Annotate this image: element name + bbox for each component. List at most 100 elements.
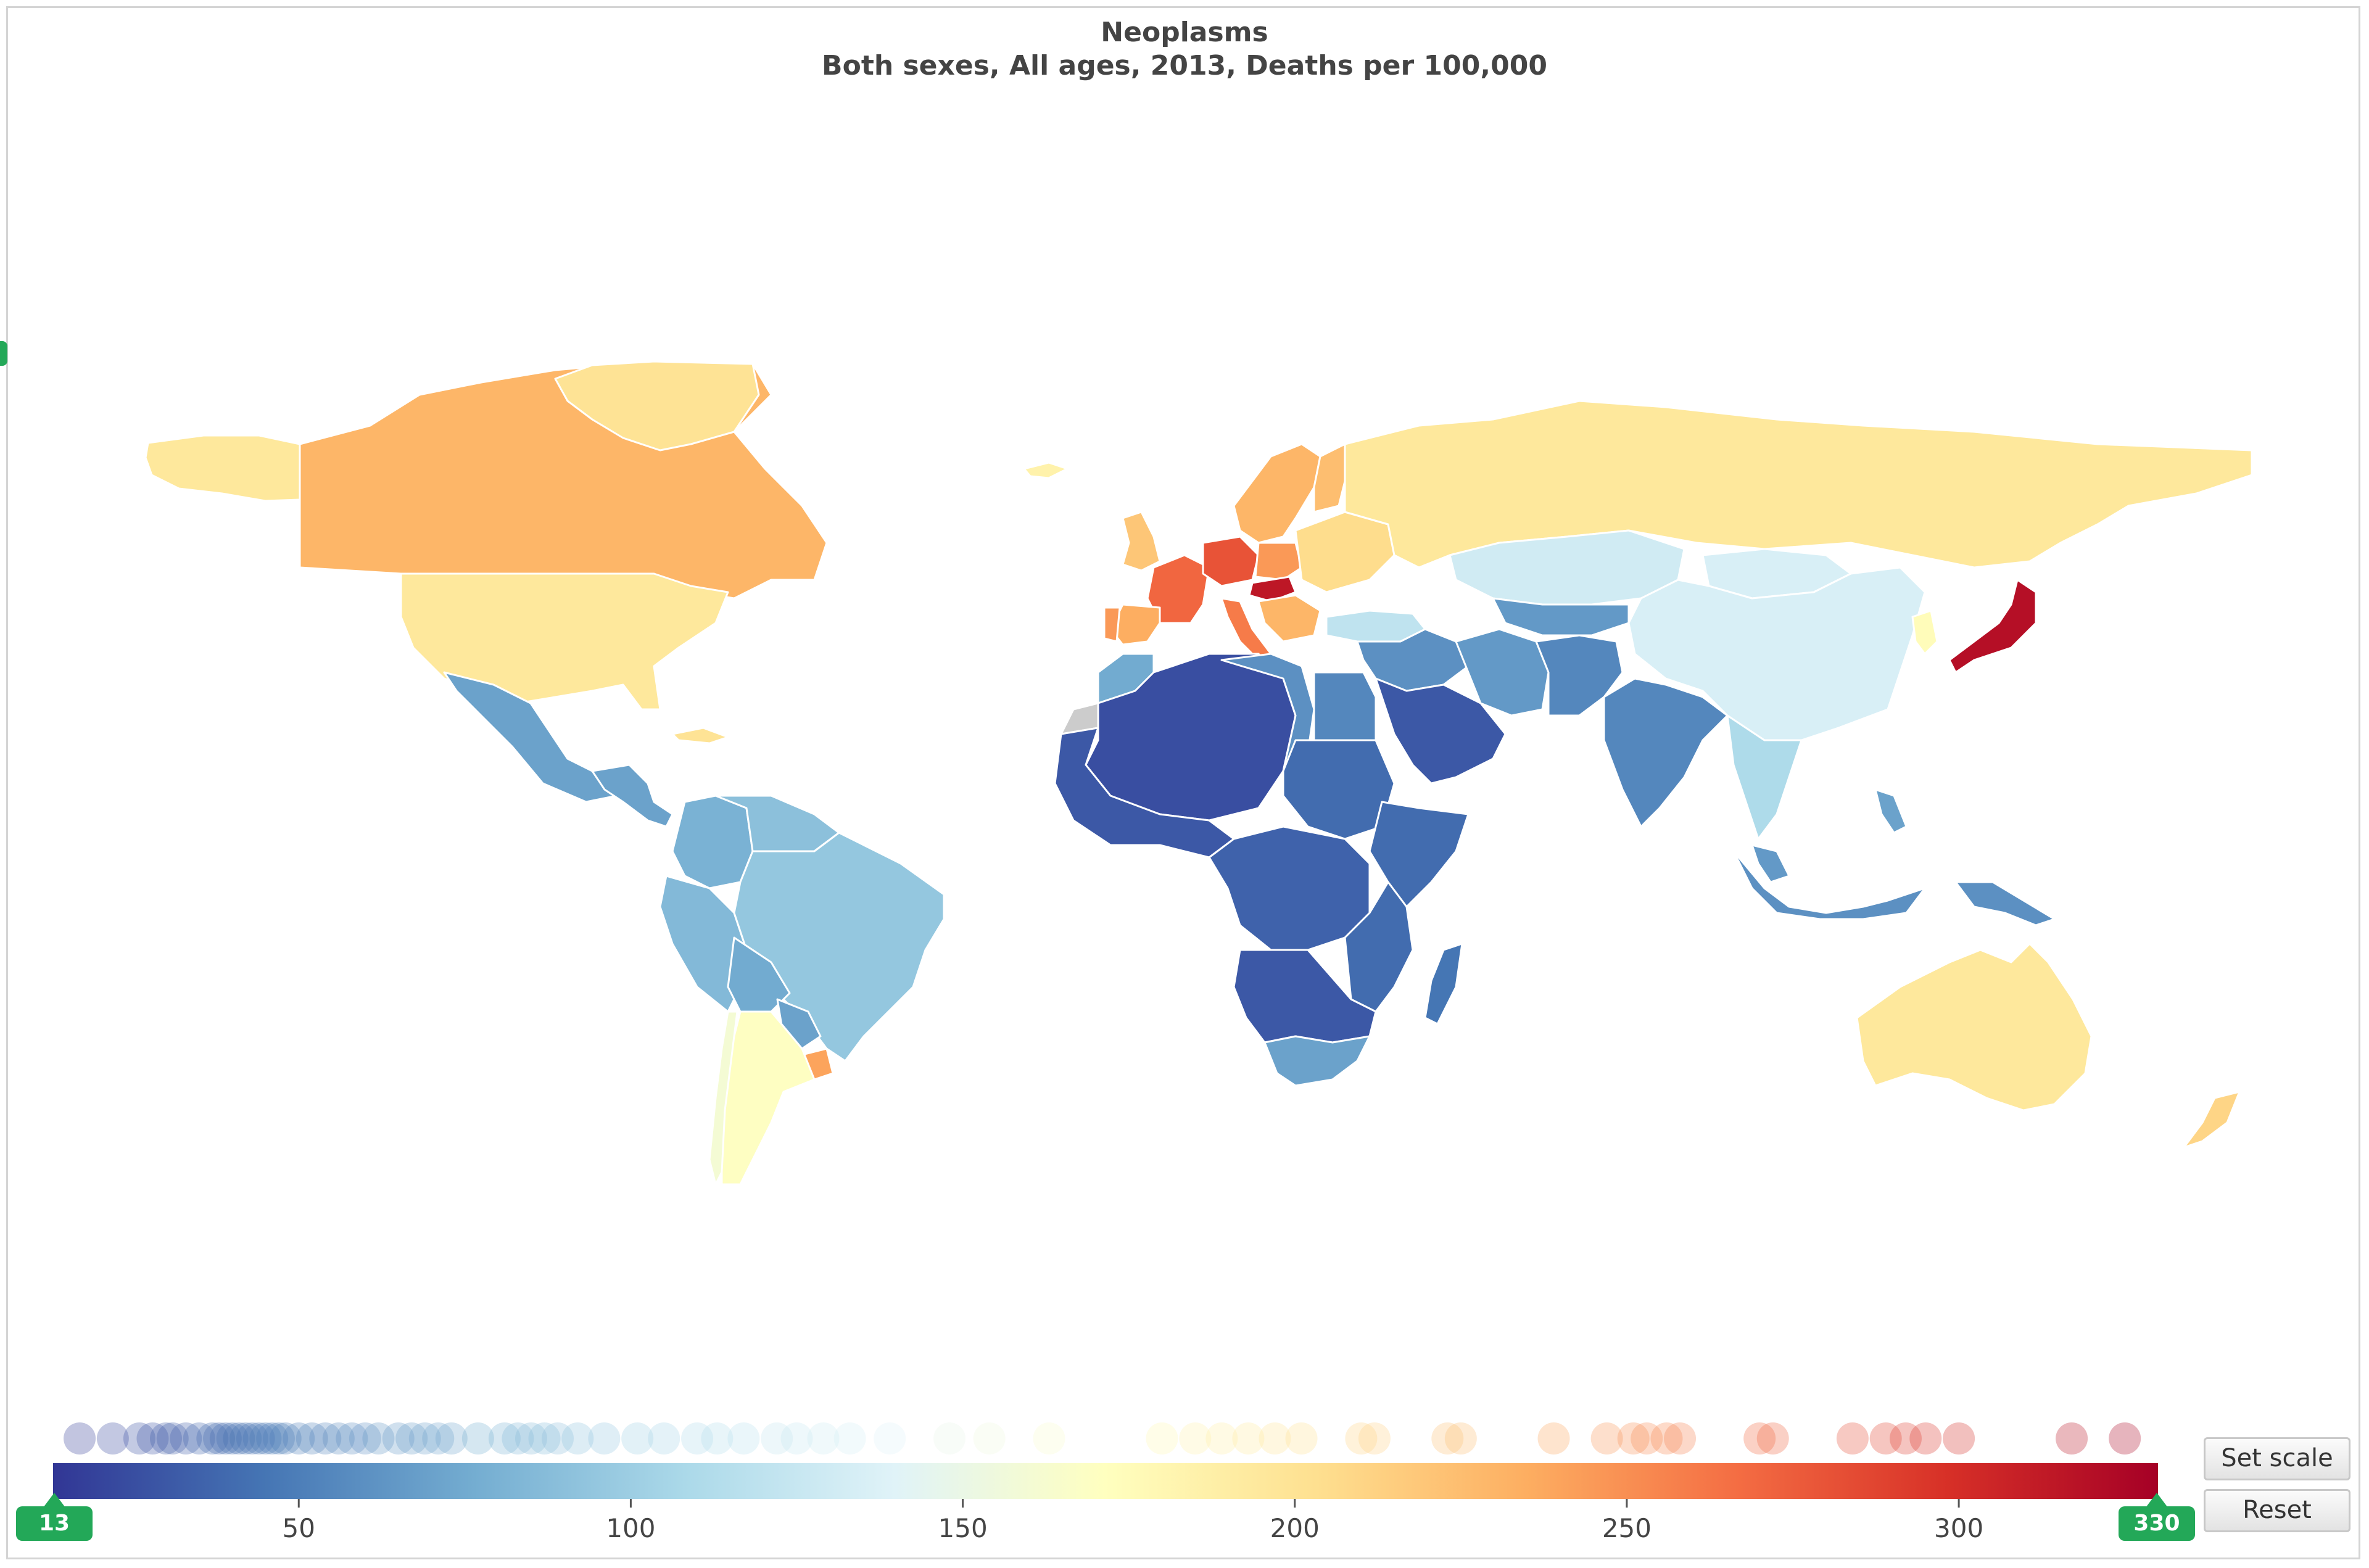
region-new-zealand[interactable] [2183, 1091, 2241, 1149]
distribution-dot [1631, 1422, 1663, 1455]
distribution-dot [170, 1422, 202, 1455]
region-south-africa[interactable] [1263, 1035, 1371, 1087]
axis-tick-label: 300 [1934, 1513, 1983, 1543]
distribution-dot [973, 1422, 1006, 1455]
distribution-dot [322, 1422, 355, 1455]
distribution-dot [64, 1422, 96, 1455]
distribution-dot [1033, 1422, 1065, 1455]
region-central-asia[interactable] [1492, 597, 1630, 637]
distribution-dot [561, 1422, 594, 1455]
distribution-dot [296, 1422, 328, 1455]
region-india[interactable] [1603, 677, 1729, 828]
region-colombia[interactable] [671, 794, 754, 889]
region-madagascar[interactable] [1424, 943, 1463, 1025]
reset-button[interactable]: Reset [2204, 1489, 2350, 1532]
region-philippines[interactable] [1874, 788, 1908, 834]
distribution-dot [874, 1422, 906, 1455]
world-map [144, 360, 2253, 1186]
color-scale-bar [53, 1463, 2158, 1499]
title-text: Neoplasms [1101, 17, 1268, 48]
region-indonesia[interactable] [1732, 850, 1926, 920]
region-australia[interactable] [1856, 943, 2093, 1112]
region-balkans[interactable] [1257, 594, 1321, 643]
region-japan[interactable] [1948, 579, 2037, 674]
region-germany[interactable] [1202, 535, 1260, 587]
distribution-dot [382, 1422, 415, 1455]
distribution-dot [156, 1422, 189, 1455]
distribution-dot [648, 1422, 680, 1455]
region-chile[interactable] [708, 1010, 738, 1186]
scale-min-handle[interactable]: 13 [16, 1493, 93, 1541]
region-finland[interactable] [1313, 443, 1346, 513]
distribution-dot [833, 1422, 866, 1455]
region-egypt[interactable] [1313, 671, 1377, 741]
region-eastern-europe[interactable] [1294, 511, 1395, 593]
axis-tick-label: 50 [283, 1513, 315, 1543]
region-southeast-asia[interactable] [1726, 714, 1803, 840]
distribution-dot [249, 1422, 282, 1455]
scale-max-handle[interactable]: 330 [2119, 1493, 2195, 1541]
region-russia[interactable] [1344, 400, 2253, 569]
distribution-dot [807, 1422, 840, 1455]
distribution-dot [1285, 1422, 1318, 1455]
distribution-dot [1889, 1422, 1922, 1455]
region-alaska[interactable] [144, 434, 301, 502]
region-papua-new-guinea[interactable] [1954, 881, 2056, 926]
set-scale-button[interactable]: Set scale [2204, 1437, 2350, 1480]
side-handle[interactable] [0, 341, 7, 366]
region-iceland[interactable] [1023, 461, 1069, 479]
distribution-dot [2056, 1422, 2088, 1455]
region-united-kingdom[interactable] [1122, 511, 1161, 572]
axis-tick-label: 150 [938, 1513, 988, 1543]
region-korea[interactable] [1911, 609, 1938, 655]
region-malaysia[interactable] [1751, 844, 1790, 883]
distribution-dot [236, 1422, 268, 1455]
distribution-dot [203, 1422, 236, 1455]
distribution-dot [256, 1422, 289, 1455]
distribution-dot [1943, 1422, 1975, 1455]
distribution-dot [1431, 1422, 1464, 1455]
region-portugal[interactable] [1103, 606, 1121, 643]
distribution-dot [761, 1422, 793, 1455]
distribution-dot [1617, 1422, 1650, 1455]
distribution-dot [1259, 1422, 1291, 1455]
distribution-dot [542, 1422, 574, 1455]
distribution-dot [283, 1422, 315, 1455]
distribution-dot [461, 1422, 494, 1455]
distribution-dot [1358, 1422, 1391, 1455]
region-scandinavia[interactable] [1233, 443, 1321, 544]
distribution-dot [96, 1422, 129, 1455]
distribution-dot [309, 1422, 342, 1455]
map-title: Neoplasms Both sexes, All ages, 2013, De… [0, 16, 2369, 83]
distribution-dot [395, 1422, 428, 1455]
region-iran[interactable] [1455, 628, 1550, 717]
region-poland[interactable] [1254, 542, 1303, 581]
subtitle-text: Both sexes, All ages, 2013, Deaths per 1… [822, 50, 1547, 81]
region-china[interactable] [1627, 566, 1926, 741]
distribution-dot [1590, 1422, 1623, 1455]
region-central-america[interactable] [591, 764, 674, 828]
distribution-dot [701, 1422, 734, 1455]
region-central-africa[interactable] [1208, 825, 1371, 951]
distribution-dot [262, 1422, 295, 1455]
value-distribution [64, 1422, 2141, 1455]
region-cuba[interactable] [671, 727, 729, 745]
region-horn-of-africa[interactable] [1368, 801, 1470, 908]
distribution-dot [408, 1422, 441, 1455]
distribution-dot [435, 1422, 468, 1455]
distribution-dot [242, 1422, 275, 1455]
distribution-dot [1345, 1422, 1378, 1455]
region-arabian-peninsula[interactable] [1375, 677, 1507, 785]
region-middle-east[interactable] [1356, 628, 1470, 692]
distribution-dot [2109, 1422, 2141, 1455]
distribution-dot [1205, 1422, 1238, 1455]
distribution-dot [1146, 1422, 1178, 1455]
region-france[interactable] [1146, 554, 1210, 624]
distribution-dot [216, 1422, 249, 1455]
distribution-dot [362, 1422, 395, 1455]
region-united-states[interactable] [400, 572, 729, 711]
axis-tick-label: 100 [606, 1513, 655, 1543]
distribution-dot [229, 1422, 262, 1455]
distribution-dot [196, 1422, 229, 1455]
region-greenland[interactable] [554, 360, 760, 452]
